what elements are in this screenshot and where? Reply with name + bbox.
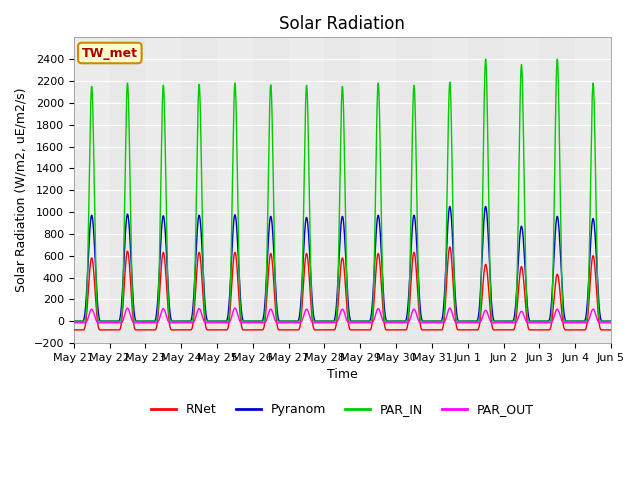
Line: PAR_IN: PAR_IN <box>74 59 611 321</box>
PAR_IN <box>607 318 614 324</box>
PAR_IN <box>70 318 77 324</box>
Pyranom <box>166 312 174 318</box>
PAR_OUT <box>70 320 77 326</box>
Bar <box>360 37 396 343</box>
Line: Pyranom: Pyranom <box>74 206 611 321</box>
Title: Solar Radiation: Solar Radiation <box>280 15 405 33</box>
PAR_OUT <box>607 320 614 326</box>
PAR_IN <box>554 56 561 62</box>
Line: PAR_OUT: PAR_OUT <box>74 308 611 323</box>
Line: RNet: RNet <box>74 247 611 330</box>
Text: TW_met: TW_met <box>82 47 138 60</box>
Pyranom <box>493 318 501 324</box>
RNet <box>607 327 615 333</box>
PAR_OUT <box>493 320 501 326</box>
PAR_IN <box>463 318 470 324</box>
PAR_IN <box>323 318 330 324</box>
PAR_IN <box>166 318 174 324</box>
PAR_OUT <box>124 305 131 311</box>
Bar <box>504 37 540 343</box>
Pyranom <box>607 318 615 324</box>
Pyranom <box>482 204 490 209</box>
Bar <box>575 37 611 343</box>
RNet <box>463 327 470 333</box>
Bar <box>289 37 324 343</box>
Bar <box>217 37 253 343</box>
PAR_OUT <box>166 320 174 326</box>
Pyranom <box>463 318 470 324</box>
PAR_IN <box>433 318 441 324</box>
RNet <box>433 327 441 333</box>
Bar <box>145 37 181 343</box>
Bar <box>432 37 468 343</box>
RNet <box>493 327 501 333</box>
Y-axis label: Solar Radiation (W/m2, uE/m2/s): Solar Radiation (W/m2, uE/m2/s) <box>15 88 28 292</box>
Pyranom <box>323 318 330 324</box>
PAR_OUT <box>607 320 615 326</box>
PAR_IN <box>607 318 615 324</box>
Bar <box>74 37 109 343</box>
RNet <box>446 244 454 250</box>
PAR_OUT <box>323 320 330 326</box>
RNet <box>166 325 174 331</box>
Pyranom <box>607 318 614 324</box>
Legend: RNet, Pyranom, PAR_IN, PAR_OUT: RNet, Pyranom, PAR_IN, PAR_OUT <box>146 398 539 421</box>
PAR_IN <box>493 318 501 324</box>
Pyranom <box>433 318 441 324</box>
X-axis label: Time: Time <box>327 368 358 381</box>
PAR_OUT <box>463 320 470 326</box>
RNet <box>607 327 614 333</box>
RNet <box>70 327 77 333</box>
Pyranom <box>70 318 77 324</box>
RNet <box>323 327 330 333</box>
PAR_OUT <box>433 320 441 326</box>
